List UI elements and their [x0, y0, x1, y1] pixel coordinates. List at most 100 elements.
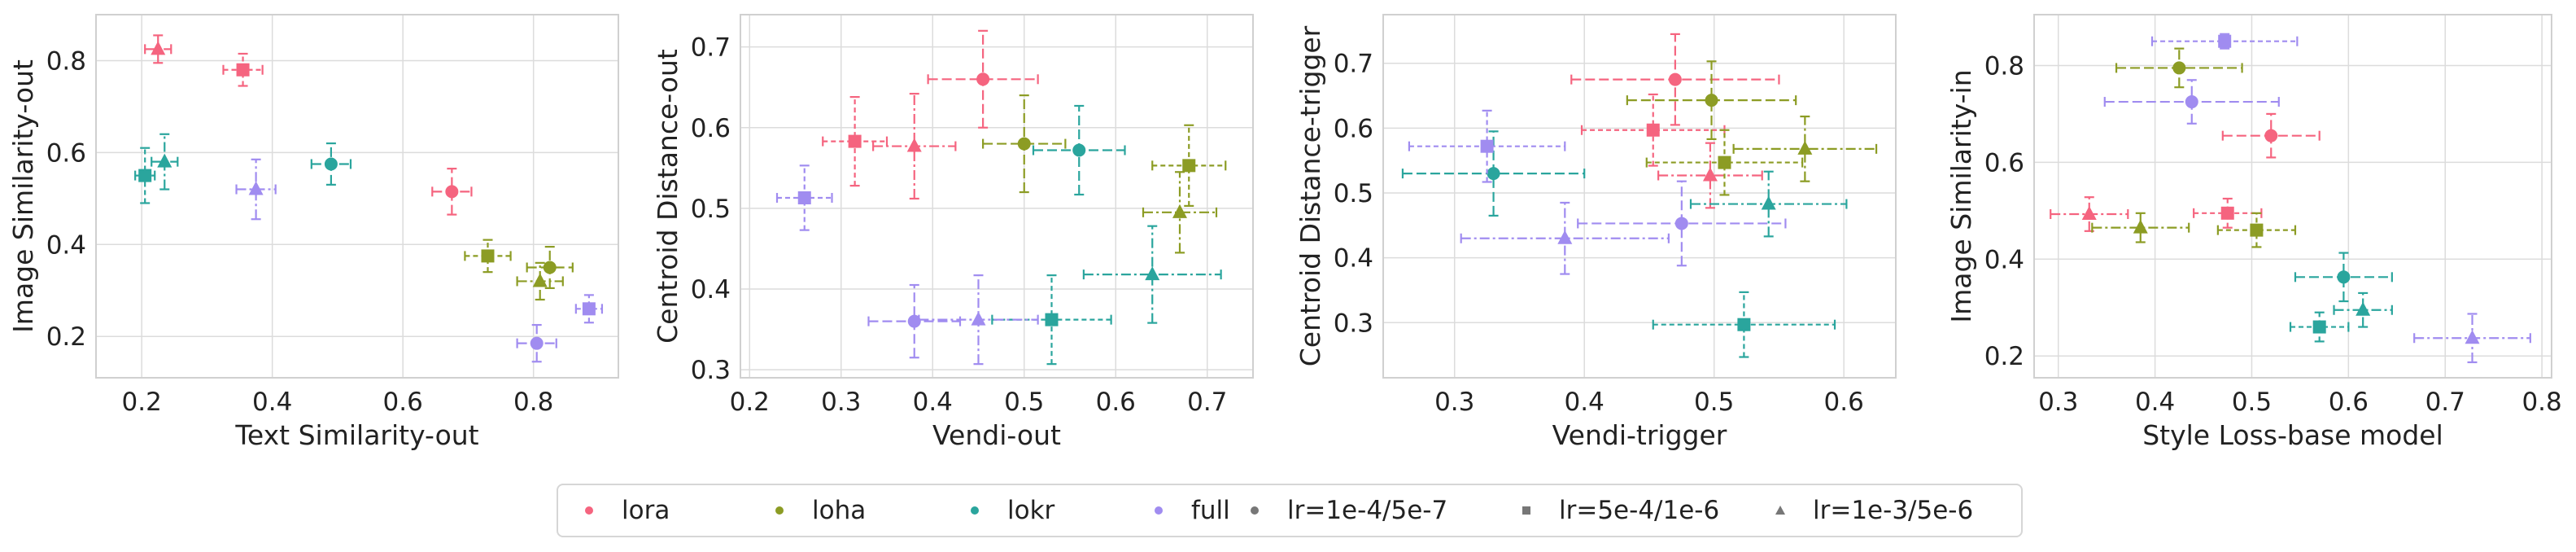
marker-square	[138, 169, 152, 182]
y-tick-label: 0.4	[691, 275, 731, 304]
marker-triangle	[1761, 195, 1776, 210]
subplot-2: 0.2 0.3 0.4 0.5 0.6 0.7 0.3 0.4 0.5 0.6 0.7 Vendi-o…	[652, 14, 1254, 451]
data-point-lora-triangle	[872, 93, 957, 200]
data-point-loha-triangle	[1732, 115, 1878, 182]
data-point-lokr-triangle	[151, 133, 179, 191]
y-tick-label: 0.2	[46, 322, 86, 352]
x-tick-label: 0.7	[2425, 388, 2465, 417]
data-point-full-triangle	[918, 274, 1039, 366]
subplot-1: 0.2 0.4 0.6 0.8 0.2 0.4 0.6 0.8 Text Similarity-…	[7, 14, 619, 451]
data-point-lokr-square	[134, 147, 156, 204]
marker-triangle	[2081, 206, 2097, 221]
marker-square	[848, 134, 862, 148]
marker-triangle	[2465, 330, 2480, 344]
y-tick-label: 0.3	[691, 356, 731, 385]
y-tick-label: 0.5	[1334, 179, 1373, 208]
legend-marker-full	[1155, 506, 1163, 515]
y-tick-label: 0.6	[1984, 148, 2024, 177]
y-tick-label: 0.6	[1334, 114, 1373, 143]
marker-circle	[2337, 270, 2351, 284]
marker-square	[2218, 34, 2232, 48]
data-point-full-circle	[1577, 180, 1787, 267]
y-tick-label: 0.4	[1334, 244, 1373, 274]
y-tick-label: 0.6	[691, 114, 731, 143]
data-point-loha-circle	[1626, 60, 1797, 141]
data-point-lokr-square	[2289, 311, 2350, 343]
plot-frame	[95, 14, 619, 379]
data-point-lora-circle	[1570, 33, 1780, 126]
data-point-loha-circle	[982, 94, 1067, 194]
marker-square	[1646, 123, 1660, 137]
marker-square	[797, 191, 811, 204]
marker-circle	[1017, 137, 1031, 151]
marker-square	[582, 302, 596, 316]
y-tick-label: 0.5	[691, 195, 731, 224]
x-tick-label: 0.6	[2329, 388, 2369, 417]
marker-triangle	[1702, 167, 1718, 182]
y-axis-label: Image Similarity-out	[7, 59, 39, 333]
y-tick-label: 0.8	[46, 46, 86, 76]
legend-label: lora	[622, 496, 670, 525]
x-tick-label: 0.5	[2232, 388, 2272, 417]
marker-triangle	[2133, 219, 2148, 234]
data-point-full-triangle	[235, 158, 277, 221]
y-tick-label: 0.4	[1984, 245, 2024, 274]
y-axis-label: Centroid Distance-out	[652, 49, 683, 344]
data-point-lokr-square	[991, 274, 1112, 366]
data-point-full-square	[775, 164, 833, 231]
data-point-lokr-triangle	[1689, 170, 1848, 238]
data-point-lora-square	[1580, 93, 1726, 167]
marker-circle	[1487, 167, 1500, 181]
x-axis-label: Vendi-out	[932, 419, 1061, 451]
x-axis-label: Style Loss-base model	[2142, 419, 2443, 451]
x-axis-label: Vendi-trigger	[1552, 419, 1727, 451]
data-point-full-triangle	[1460, 201, 1670, 275]
legend-item-full: full	[1150, 485, 1230, 536]
marker-triangle	[1172, 204, 1187, 218]
marker-circle	[1674, 217, 1688, 230]
data-point-lokr-circle	[1032, 104, 1126, 196]
marker-square	[2250, 223, 2264, 237]
y-tick-label: 0.2	[1984, 342, 2024, 371]
marker-square	[1737, 318, 1751, 331]
marker-square	[236, 63, 250, 77]
marker-circle	[543, 261, 557, 274]
marker-triangle	[157, 153, 172, 168]
legend-marker-lokr	[971, 506, 979, 515]
marker-triangle	[2356, 301, 2371, 316]
x-tick-label: 0.2	[122, 388, 162, 417]
marker-square	[1045, 313, 1059, 326]
marker-triangle	[248, 181, 264, 195]
marker-square	[1182, 159, 1196, 173]
marker-triangle	[151, 41, 166, 55]
legend-label: lr=5e-4/1e-6	[1559, 496, 1720, 525]
legend-item-lokr: lokr	[967, 485, 1054, 536]
y-tick-label: 0.4	[46, 230, 86, 260]
x-tick-label: 0.5	[1694, 388, 1734, 417]
y-tick-label: 0.8	[1984, 51, 2024, 81]
legend-item-lr-mid: lr=5e-4/1e-6	[1518, 485, 1719, 536]
data-point-full-circle	[867, 283, 962, 359]
x-tick-label: 0.3	[821, 388, 861, 417]
x-tick-label: 0.4	[252, 388, 292, 417]
subplot-3: 0.3 0.4 0.5 0.6 0.3 0.4 0.5 0.6 0.7 Vendi-trigger…	[1295, 14, 1897, 451]
data-point-full-circle	[2103, 79, 2280, 125]
marker-circle	[907, 314, 921, 328]
data-point-lora-square	[822, 95, 889, 187]
marker-circle	[1072, 143, 1086, 157]
x-tick-label: 0.4	[1565, 388, 1605, 417]
data-point-loha-square	[2216, 212, 2297, 248]
data-point-lokr-triangle	[1082, 225, 1222, 324]
marker-triangle	[1145, 266, 1160, 281]
marker-circle	[1705, 94, 1718, 107]
data-point-loha-circle	[2115, 47, 2243, 89]
data-point-loha-square	[1645, 129, 1804, 196]
legend-label: lr=1e-4/5e-7	[1287, 496, 1448, 525]
x-tick-label: 0.8	[2521, 388, 2561, 417]
y-axis-label: Image Similarity-in	[1945, 69, 1977, 322]
data-point-full-triangle	[2413, 313, 2531, 364]
data-point-lora-square	[2193, 197, 2263, 229]
plot-frame	[1382, 14, 1897, 379]
data-point-lokr-triangle	[2333, 291, 2393, 328]
marker-circle	[1668, 72, 1682, 86]
